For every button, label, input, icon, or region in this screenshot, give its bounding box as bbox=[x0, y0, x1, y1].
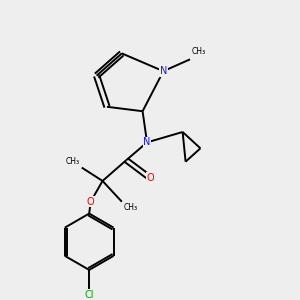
Text: CH₃: CH₃ bbox=[123, 203, 137, 212]
Text: N: N bbox=[160, 66, 167, 76]
Text: O: O bbox=[146, 173, 154, 183]
Text: N: N bbox=[143, 137, 151, 147]
Text: O: O bbox=[87, 197, 94, 207]
Text: CH₃: CH₃ bbox=[65, 157, 80, 166]
Text: CH₃: CH₃ bbox=[191, 47, 206, 56]
Text: Cl: Cl bbox=[84, 290, 94, 299]
